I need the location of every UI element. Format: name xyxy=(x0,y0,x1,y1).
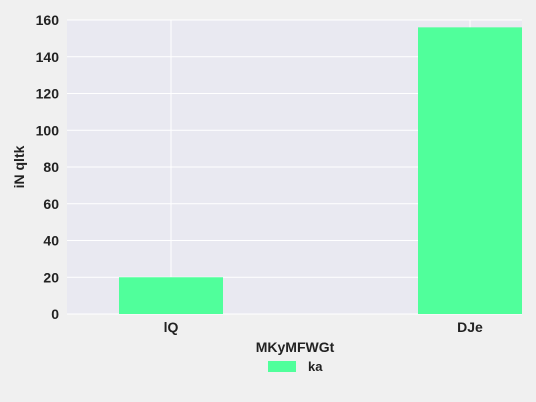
y-tick-label: 140 xyxy=(36,49,60,65)
y-tick-label: 20 xyxy=(43,269,59,285)
legend-label: ka xyxy=(308,359,323,374)
bar xyxy=(418,27,522,314)
bar xyxy=(119,277,223,314)
legend: ka xyxy=(268,359,323,374)
y-tick-label: 120 xyxy=(36,86,60,102)
y-tick-label: 40 xyxy=(43,233,59,249)
y-tick-label: 160 xyxy=(36,12,60,28)
legend-swatch xyxy=(268,361,296,372)
y-axis-title: iN qltk xyxy=(11,145,27,188)
y-tick-label: 0 xyxy=(51,306,59,322)
x-tick-label: lQ xyxy=(164,319,179,335)
y-tick-label: 80 xyxy=(43,159,59,175)
bars xyxy=(119,27,522,314)
y-tick-label: 60 xyxy=(43,196,59,212)
x-tick-labels: lQ DJe xyxy=(164,319,483,335)
y-tick-label: 100 xyxy=(36,122,60,138)
x-tick-label: DJe xyxy=(457,319,483,335)
y-tick-labels: 0 20 40 60 80 100 120 140 160 xyxy=(36,12,60,322)
x-axis-title: MKyMFWGt xyxy=(256,339,335,355)
